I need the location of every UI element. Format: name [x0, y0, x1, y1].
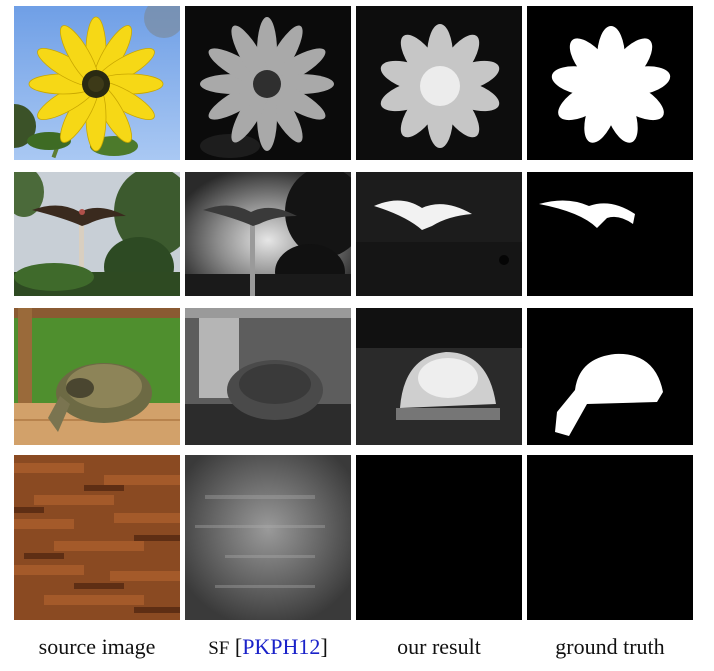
caption-sf-bracket-open: [	[234, 634, 243, 659]
row2-ground-truth	[527, 172, 693, 296]
row3-source-image	[14, 308, 180, 445]
caption-ground-truth: ground truth	[525, 634, 695, 660]
row3-ground-truth	[527, 308, 693, 445]
row4-ground-truth	[527, 455, 693, 620]
row4-sf-saliency	[185, 455, 351, 620]
caption-truth-text: ground truth	[555, 634, 665, 659]
row3-sf-saliency	[185, 308, 351, 445]
caption-source-text: source image	[38, 634, 156, 659]
caption-our-result: our result	[354, 634, 524, 660]
row2-source-image	[14, 172, 180, 296]
caption-source-image: source image	[12, 634, 182, 660]
caption-sf-method: SF	[208, 638, 230, 659]
caption-sf-bracket-close: ]	[320, 634, 328, 659]
row2-our-result	[356, 172, 522, 296]
caption-ours-text: our result	[397, 634, 481, 659]
row1-our-result	[356, 6, 522, 160]
caption-sf: SF [PKPH12]	[183, 634, 353, 660]
row2-sf-saliency	[185, 172, 351, 296]
row1-sf-saliency	[185, 6, 351, 160]
citation-link[interactable]: PKPH12	[242, 634, 321, 659]
row3-our-result	[356, 308, 522, 445]
row4-source-image	[14, 455, 180, 620]
row1-source-image	[14, 6, 180, 160]
row1-ground-truth	[527, 6, 693, 160]
figure-grid	[14, 6, 694, 620]
row4-our-result	[356, 455, 522, 620]
